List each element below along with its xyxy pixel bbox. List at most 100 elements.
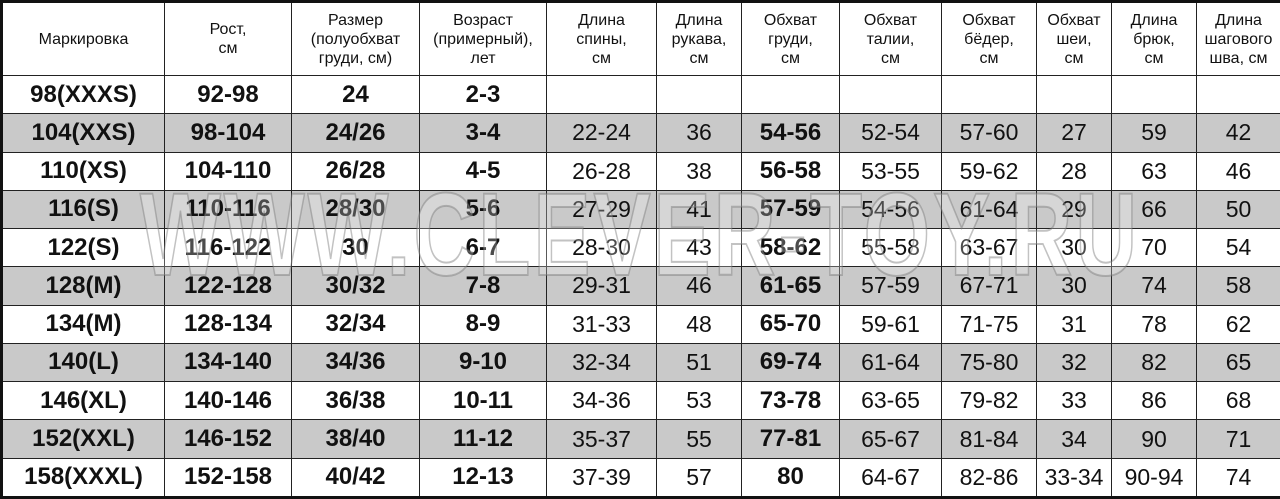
table-cell: 63-67 [941,228,1037,268]
table-cell: 59 [1111,113,1197,153]
table-cell: 50 [1196,189,1280,230]
table-cell: 52-54 [839,113,942,153]
table-cell: 28-30 [546,228,657,268]
table-cell: 24 [291,74,420,115]
table-cell: 98(XXXS) [1,74,165,115]
table-cell: 22-24 [546,113,657,153]
table-cell: 146(XL) [1,381,165,421]
table-cell: 61-65 [741,266,840,306]
table-cell [656,74,742,115]
table-cell: 30 [1036,266,1112,306]
table-cell: 152-158 [164,457,292,499]
table-row: 116(S) 110-116 28/30 5-6 27-29 41 57-59 54-56 61… [1,189,1280,230]
table-cell: 38/40 [291,419,420,459]
table-cell: 57-60 [941,113,1037,153]
table-cell: 31-33 [546,304,657,344]
table-cell: 57-59 [839,266,942,306]
table-cell [1111,74,1197,115]
table-cell [1196,74,1280,115]
table-cell: 90-94 [1111,457,1197,499]
table-cell: 75-80 [941,342,1037,383]
column-header: Размер (полуобхват груди, см) [291,1,420,76]
table-cell: 58-62 [741,228,840,268]
table-cell: 104-110 [164,151,292,191]
table-cell: 54-56 [741,113,840,153]
table-cell: 4-5 [419,151,547,191]
table-cell [1036,74,1112,115]
column-header: Длина спины, см [546,1,657,76]
table-row: 110(XS) 104-110 26/28 4-5 26-28 38 56-58 53-55 5… [1,151,1280,191]
table-cell: 37-39 [546,457,657,499]
table-cell: 128-134 [164,304,292,344]
table-cell: 53-55 [839,151,942,191]
table-cell: 53 [656,381,742,421]
column-header: Обхват бёдер, см [941,1,1037,76]
table-cell: 104(XXS) [1,113,165,153]
table-row: 134(M) 128-134 32/34 8-9 31-33 48 65-70 59-61 71… [1,304,1280,344]
table-cell: 3-4 [419,113,547,153]
column-header: Маркировка [1,1,165,76]
table-cell: 65-70 [741,304,840,344]
table-cell: 128(M) [1,266,165,306]
column-header: Длина шагового шва, см [1196,1,1280,76]
table-cell: 90 [1111,419,1197,459]
table-cell: 74 [1111,266,1197,306]
table-cell: 92-98 [164,74,292,115]
table-cell: 82-86 [941,457,1037,499]
table-row: 104(XXS) 98-104 24/26 3-4 22-24 36 54-56 52-54 5… [1,113,1280,153]
table-cell: 122-128 [164,266,292,306]
table-cell: 29 [1036,189,1112,230]
table-cell: 58 [1196,266,1280,306]
header-row: Маркировка Рост, см Размер (полуобхват гру… [1,1,1280,76]
table-cell: 36/38 [291,381,420,421]
column-header: Обхват шеи, см [1036,1,1112,76]
table-cell: 34/36 [291,342,420,383]
table-row: 158(XXXL) 152-158 40/42 12-13 37-39 57 80 64-67… [1,457,1280,499]
table-cell: 42 [1196,113,1280,153]
table-cell: 57-59 [741,189,840,230]
table-cell: 6-7 [419,228,547,268]
table-cell: 33 [1036,381,1112,421]
table-cell: 70 [1111,228,1197,268]
table-cell: 32 [1036,342,1112,383]
table-cell: 8-9 [419,304,547,344]
table-cell: 32-34 [546,342,657,383]
table-cell: 110(XS) [1,151,165,191]
table-cell: 68 [1196,381,1280,421]
table-cell: 34 [1036,419,1112,459]
table-cell: 24/26 [291,113,420,153]
column-header: Длина рукава, см [656,1,742,76]
table-cell: 61-64 [941,189,1037,230]
table-cell: 40/42 [291,457,420,499]
table-cell: 57 [656,457,742,499]
table-cell: 110-116 [164,189,292,230]
table-cell: 26/28 [291,151,420,191]
table-cell [839,74,942,115]
table-cell: 56-58 [741,151,840,191]
table-cell: 146-152 [164,419,292,459]
table-cell: 33-34 [1036,457,1112,499]
table-cell: 73-78 [741,381,840,421]
column-header: Рост, см [164,1,292,76]
table-cell: 62 [1196,304,1280,344]
table-cell [546,74,657,115]
table-cell: 63-65 [839,381,942,421]
table-cell: 5-6 [419,189,547,230]
table-cell: 27-29 [546,189,657,230]
table-cell: 31 [1036,304,1112,344]
table-cell: 79-82 [941,381,1037,421]
table-cell: 2-3 [419,74,547,115]
table-cell: 86 [1111,381,1197,421]
table-cell: 30 [291,228,420,268]
column-header: Обхват груди, см [741,1,840,76]
table-cell: 32/34 [291,304,420,344]
table-cell: 10-11 [419,381,547,421]
table-cell: 82 [1111,342,1197,383]
table-cell: 98-104 [164,113,292,153]
table-cell: 34-36 [546,381,657,421]
table-cell: 78 [1111,304,1197,344]
table-cell: 59-62 [941,151,1037,191]
table-cell: 35-37 [546,419,657,459]
table-cell: 46 [1196,151,1280,191]
table-cell: 63 [1111,151,1197,191]
